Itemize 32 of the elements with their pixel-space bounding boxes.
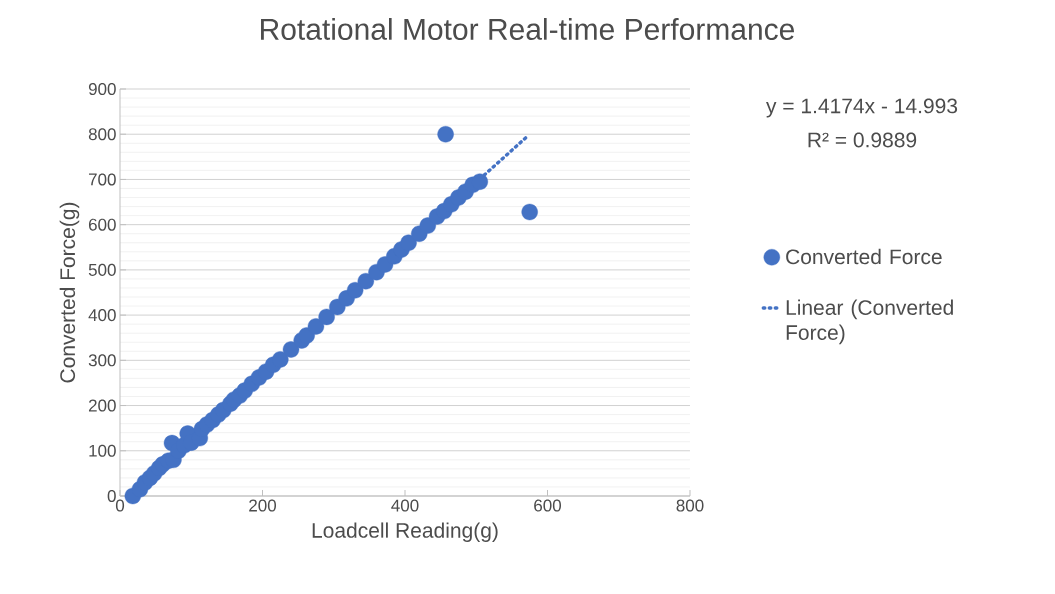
y-tick-label: 500 [88,263,116,276]
point [471,173,489,190]
point [282,341,300,358]
point [521,203,538,221]
x-tick-label: 0 [115,499,125,512]
point [307,318,325,335]
text: R² = 0.9889 [808,132,917,148]
text: y = 1.4174x - 14.993 [766,98,958,118]
x-tick-label: 200 [249,499,277,512]
y-tick-label: 100 [89,444,116,457]
point [346,282,364,299]
y-tick-label: 800 [88,128,116,141]
y-tick-label: 400 [88,309,116,322]
y-tick-label: 200 [88,399,116,412]
point [272,351,289,368]
point [318,308,335,326]
chart-title: Rotational Motor Real-time Performance [261,17,795,41]
x-tick-label: 400 [391,499,419,512]
point [357,272,375,290]
y-tick-label: 900 [88,82,116,96]
legend-label: Converted Force [786,248,942,265]
y-axis-title: Converted Force(g) [59,202,80,383]
x-tick-label: 600 [534,499,562,512]
y-tick-label: 600 [88,218,116,231]
y-tick-label: 300 [88,354,116,367]
legend-label: Linear (Converted Force) [786,299,953,345]
point [437,126,454,143]
point [400,234,417,251]
y-tick-label: 0 [107,489,116,503]
x-axis-title: Loadcell Reading(g) [312,522,498,542]
x-tick-label: 800 [676,499,704,512]
y-tick-label: 700 [88,173,116,186]
